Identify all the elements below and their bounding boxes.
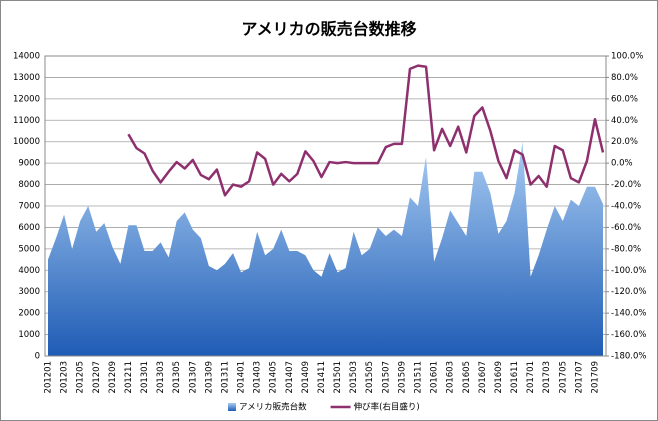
x-tick-label: 201411 (317, 361, 327, 393)
y2-tick-label: 100.0% (611, 52, 643, 62)
x-tick-label: 201307 (188, 361, 198, 393)
x-tick-label: 201305 (172, 361, 182, 393)
x-tick-label: 201705 (558, 361, 568, 393)
x-tick-label: 201611 (510, 361, 520, 393)
y-tick-label: 7000 (18, 202, 40, 212)
x-tick-label: 201309 (204, 361, 214, 393)
x-tick-label: 201601 (430, 361, 440, 393)
y-tick-label: 5000 (18, 244, 40, 254)
legend-label: アメリカ販売台数 (239, 402, 307, 413)
x-tick-label: 201211 (124, 361, 134, 393)
x-tick-label: 201301 (140, 361, 150, 393)
x-tick-label: 201603 (446, 361, 456, 393)
y2-tick-label: 60.0% (611, 94, 638, 104)
x-tick-label: 201701 (526, 361, 536, 393)
y2-tick-label: -40.0% (611, 202, 641, 212)
x-tick-label: 201609 (494, 361, 504, 393)
x-tick-label: 201507 (381, 361, 391, 393)
y-tick-label: 6000 (18, 223, 40, 233)
legend-label: 伸び率(右目盛り) (354, 402, 420, 413)
x-tick-label: 201707 (574, 361, 584, 393)
y2-tick-label: 0.0% (611, 159, 633, 169)
x-tick-label: 201209 (108, 361, 118, 393)
y2-tick-label: -120.0% (611, 287, 646, 297)
y-tick-label: 14000 (13, 52, 40, 62)
y-tick-label: 10000 (13, 137, 40, 147)
y-tick-label: 11000 (13, 116, 40, 126)
x-tick-label: 201203 (60, 361, 70, 393)
x-tick-label: 201703 (542, 361, 552, 393)
y-tick-label: 9000 (18, 159, 40, 169)
x-tick-label: 201207 (92, 361, 102, 393)
y-tick-label: 1000 (18, 330, 40, 340)
y-tick-label: 4000 (18, 266, 40, 276)
x-tick-label: 201401 (237, 361, 247, 393)
x-tick-label: 201509 (397, 361, 407, 393)
x-tick-label: 201201 (44, 361, 54, 393)
y-tick-label: 2000 (18, 309, 40, 319)
y2-tick-label: -160.0% (611, 330, 646, 340)
y2-tick-label: -60.0% (611, 223, 641, 233)
x-tick-label: 201511 (414, 361, 424, 393)
y-tick-label: 13000 (13, 73, 40, 83)
x-tick-label: 201407 (285, 361, 295, 393)
x-tick-label: 201605 (462, 361, 472, 393)
y-tick-label: 8000 (18, 180, 40, 190)
y-tick-label: 3000 (18, 287, 40, 297)
x-tick-label: 201311 (220, 361, 230, 393)
x-tick-label: 201607 (478, 361, 488, 393)
y2-tick-label: 20.0% (611, 137, 638, 147)
y2-tick-label: -20.0% (611, 180, 641, 190)
x-tick-label: 201505 (365, 361, 375, 393)
y2-tick-label: 80.0% (611, 73, 638, 83)
legend-swatch (228, 403, 236, 411)
x-tick-label: 201709 (590, 361, 600, 393)
y2-tick-label: 40.0% (611, 116, 638, 126)
y-tick-label: 12000 (13, 94, 40, 104)
y2-tick-label: -140.0% (611, 309, 646, 319)
x-tick-label: 201403 (253, 361, 263, 393)
x-tick-label: 201409 (301, 361, 311, 393)
x-tick-label: 201205 (76, 361, 86, 393)
x-tick-label: 201503 (349, 361, 359, 393)
y-tick-label: 0 (35, 352, 40, 362)
x-tick-label: 201405 (269, 361, 279, 393)
x-tick-label: 201303 (156, 361, 166, 393)
plot-border (44, 55, 607, 357)
area (48, 141, 603, 356)
x-tick-label: 201501 (333, 361, 343, 393)
line (127, 64, 605, 197)
y2-tick-label: -100.0% (611, 266, 646, 276)
y2-tick-label: -80.0% (611, 244, 641, 254)
chart-title: アメリカの販売台数推移 (241, 20, 416, 39)
y2-tick-label: -180.0% (611, 352, 646, 362)
